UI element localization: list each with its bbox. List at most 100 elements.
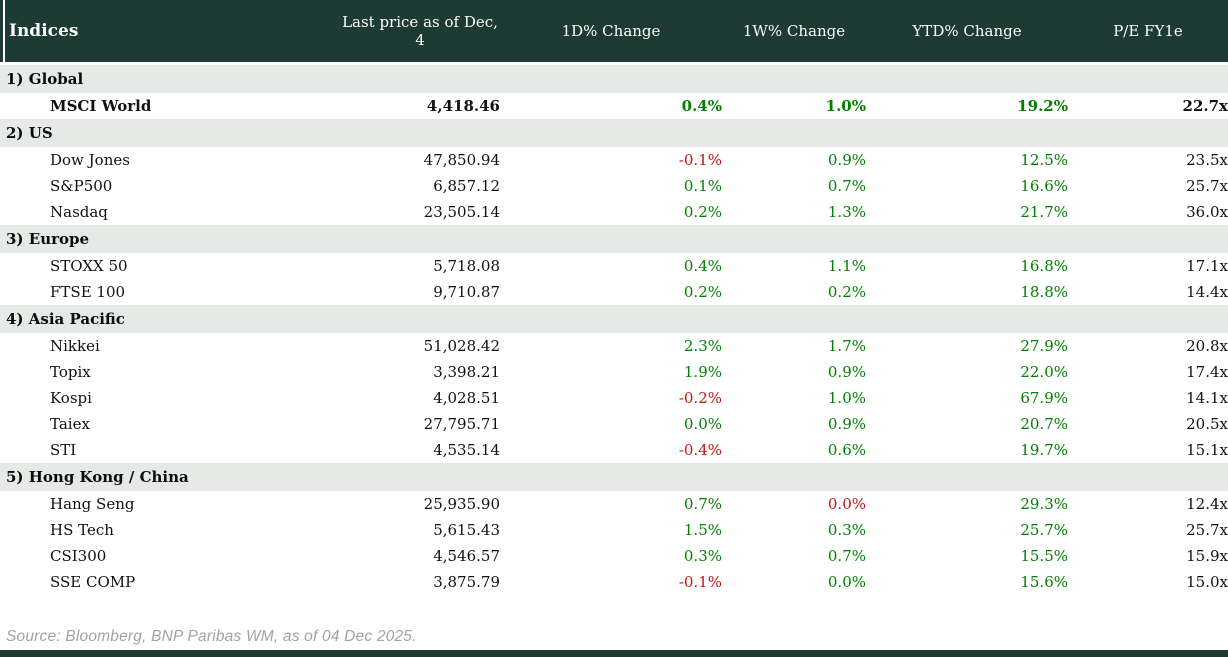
- pe-fy1e: 15.0x: [1068, 569, 1228, 595]
- index-name: FTSE 100: [0, 279, 340, 305]
- last-price: 51,028.42: [340, 333, 500, 359]
- change-1w: 0.7%: [722, 543, 866, 569]
- header-left-notch: [3, 0, 5, 62]
- pe-fy1e: 15.1x: [1068, 437, 1228, 463]
- change-ytd: 29.3%: [866, 491, 1068, 517]
- index-name: Dow Jones: [0, 147, 340, 173]
- table-row: STI 4,535.14 -0.4% 0.6% 19.7% 15.1x: [0, 437, 1228, 463]
- pe-fy1e: 20.8x: [1068, 333, 1228, 359]
- change-ytd: 67.9%: [866, 385, 1068, 411]
- pe-fy1e: 25.7x: [1068, 517, 1228, 543]
- last-price: 3,875.79: [340, 569, 500, 595]
- pe-fy1e: 36.0x: [1068, 199, 1228, 225]
- change-1d: 0.7%: [500, 491, 722, 517]
- table-row: CSI300 4,546.57 0.3% 0.7% 15.5% 15.9x: [0, 543, 1228, 569]
- section-label: 1) Global: [0, 63, 1228, 93]
- col-header-1d-change: 1D% Change: [500, 0, 722, 65]
- indices-table: Indices Last price as of Dec, 4 1D% Chan…: [0, 0, 1228, 595]
- section-row: 4) Asia Pacific: [0, 305, 1228, 333]
- index-name: CSI300: [0, 543, 340, 569]
- table-row: MSCI World 4,418.46 0.4% 1.0% 19.2% 22.7x: [0, 93, 1228, 119]
- change-ytd: 15.6%: [866, 569, 1068, 595]
- change-1d: 0.4%: [500, 93, 722, 119]
- pe-fy1e: 14.1x: [1068, 385, 1228, 411]
- change-1w: 1.3%: [722, 199, 866, 225]
- change-1w: 1.1%: [722, 253, 866, 279]
- section-row: 1) Global: [0, 63, 1228, 93]
- change-1d: -0.1%: [500, 569, 722, 595]
- index-name: Hang Seng: [0, 491, 340, 517]
- change-ytd: 15.5%: [866, 543, 1068, 569]
- change-1d: 0.2%: [500, 279, 722, 305]
- section-label: 2) US: [0, 119, 1228, 147]
- bottom-bar: [0, 650, 1228, 657]
- change-ytd: 27.9%: [866, 333, 1068, 359]
- table-row: S&P500 6,857.12 0.1% 0.7% 16.6% 25.7x: [0, 173, 1228, 199]
- section-row: 3) Europe: [0, 225, 1228, 253]
- change-1w: 1.0%: [722, 93, 866, 119]
- table-row: Nikkei 51,028.42 2.3% 1.7% 27.9% 20.8x: [0, 333, 1228, 359]
- table-row: Hang Seng 25,935.90 0.7% 0.0% 29.3% 12.4x: [0, 491, 1228, 517]
- last-price: 5,718.08: [340, 253, 500, 279]
- change-1w: 0.3%: [722, 517, 866, 543]
- change-ytd: 19.2%: [866, 93, 1068, 119]
- table-row: Taiex 27,795.71 0.0% 0.9% 20.7% 20.5x: [0, 411, 1228, 437]
- col-header-pe-fy1e: P/E FY1e: [1068, 0, 1228, 65]
- pe-fy1e: 20.5x: [1068, 411, 1228, 437]
- change-1w: 1.7%: [722, 333, 866, 359]
- col-header-last-price: Last price as of Dec, 4: [340, 0, 500, 65]
- pe-fy1e: 22.7x: [1068, 93, 1228, 119]
- change-1w: 0.9%: [722, 359, 866, 385]
- section-label: 3) Europe: [0, 225, 1228, 253]
- index-name: STOXX 50: [0, 253, 340, 279]
- table-row: HS Tech 5,615.43 1.5% 0.3% 25.7% 25.7x: [0, 517, 1228, 543]
- change-ytd: 21.7%: [866, 199, 1068, 225]
- change-1d: 1.5%: [500, 517, 722, 543]
- table-row: FTSE 100 9,710.87 0.2% 0.2% 18.8% 14.4x: [0, 279, 1228, 305]
- change-ytd: 16.8%: [866, 253, 1068, 279]
- change-1d: 0.4%: [500, 253, 722, 279]
- change-ytd: 16.6%: [866, 173, 1068, 199]
- table-row: Kospi 4,028.51 -0.2% 1.0% 67.9% 14.1x: [0, 385, 1228, 411]
- change-1d: 0.1%: [500, 173, 722, 199]
- pe-fy1e: 17.1x: [1068, 253, 1228, 279]
- change-ytd: 22.0%: [866, 359, 1068, 385]
- last-price: 23,505.14: [340, 199, 500, 225]
- change-ytd: 19.7%: [866, 437, 1068, 463]
- index-name: Nasdaq: [0, 199, 340, 225]
- index-name: SSE COMP: [0, 569, 340, 595]
- change-1d: 2.3%: [500, 333, 722, 359]
- last-price: 25,935.90: [340, 491, 500, 517]
- pe-fy1e: 14.4x: [1068, 279, 1228, 305]
- table-title: Indices: [0, 0, 340, 65]
- index-name: Topix: [0, 359, 340, 385]
- last-price: 4,535.14: [340, 437, 500, 463]
- pe-fy1e: 17.4x: [1068, 359, 1228, 385]
- index-name: HS Tech: [0, 517, 340, 543]
- index-name: Kospi: [0, 385, 340, 411]
- change-ytd: 12.5%: [866, 147, 1068, 173]
- last-price: 9,710.87: [340, 279, 500, 305]
- change-1d: 1.9%: [500, 359, 722, 385]
- last-price: 5,615.43: [340, 517, 500, 543]
- table-row: Nasdaq 23,505.14 0.2% 1.3% 21.7% 36.0x: [0, 199, 1228, 225]
- change-1w: 0.9%: [722, 147, 866, 173]
- index-name: Taiex: [0, 411, 340, 437]
- index-name: Nikkei: [0, 333, 340, 359]
- last-price: 27,795.71: [340, 411, 500, 437]
- change-1w: 0.2%: [722, 279, 866, 305]
- pe-fy1e: 15.9x: [1068, 543, 1228, 569]
- change-1w: 0.0%: [722, 569, 866, 595]
- section-label: 5) Hong Kong / China: [0, 463, 1228, 491]
- change-1w: 0.6%: [722, 437, 866, 463]
- change-1d: 0.2%: [500, 199, 722, 225]
- change-1d: -0.1%: [500, 147, 722, 173]
- change-ytd: 18.8%: [866, 279, 1068, 305]
- source-note: Source: Bloomberg, BNP Paribas WM, as of…: [6, 628, 417, 645]
- pe-fy1e: 25.7x: [1068, 173, 1228, 199]
- table-row: Dow Jones 47,850.94 -0.1% 0.9% 12.5% 23.5x: [0, 147, 1228, 173]
- last-price: 4,028.51: [340, 385, 500, 411]
- table-body: 1) Global MSCI World 4,418.46 0.4% 1.0% 19.2%…: [0, 63, 1228, 595]
- change-ytd: 20.7%: [866, 411, 1068, 437]
